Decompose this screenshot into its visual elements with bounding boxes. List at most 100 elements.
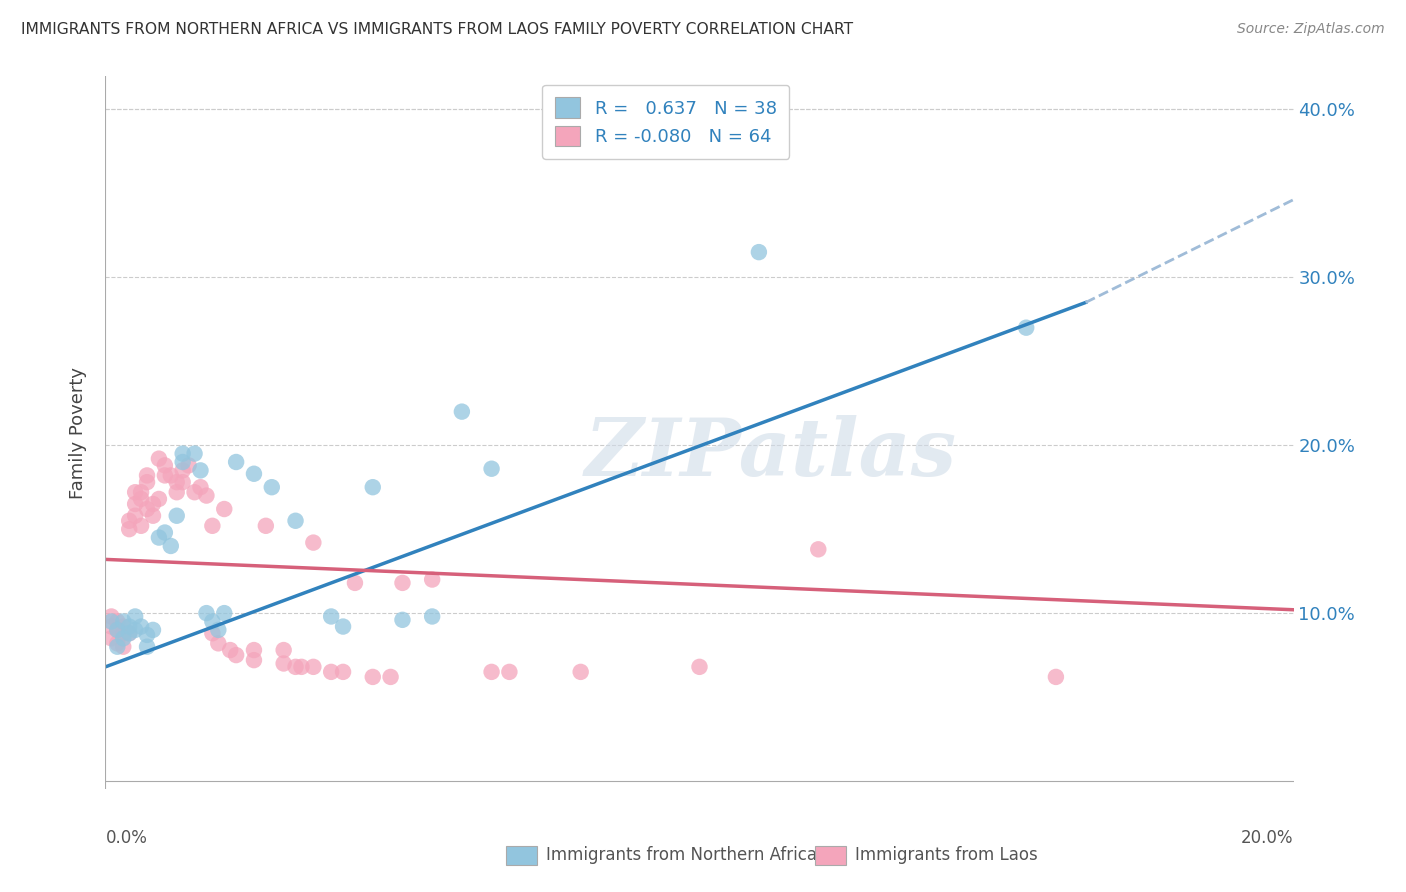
Point [136,475,159,490]
Point [177,458,200,473]
Point [105,640,128,654]
Point [118,619,141,633]
Point [190,480,212,494]
Point [321,609,343,624]
Point [391,575,413,590]
Text: 0.0%: 0.0% [105,829,148,847]
Point [214,606,236,620]
Point [136,628,159,642]
Point [118,522,141,536]
Point [302,535,325,549]
Text: ZIPatlas: ZIPatlas [585,416,957,492]
Point [290,660,312,674]
Point [166,475,188,490]
Point [243,467,266,481]
Point [172,475,194,490]
Point [129,518,152,533]
Point [219,643,242,657]
Point [1045,670,1067,684]
Point [153,458,176,473]
Point [225,455,247,469]
Point [361,480,384,494]
Point [166,485,188,500]
Point [172,447,194,461]
Point [207,623,229,637]
Point [481,461,503,475]
Point [105,636,128,650]
Point [166,508,188,523]
Point [105,615,128,629]
Point [148,451,170,466]
Point [100,632,122,646]
Point [332,619,354,633]
Point [148,491,170,506]
Point [100,609,122,624]
Point [302,660,325,674]
Point [748,245,770,260]
Point [112,632,135,646]
Point [243,653,266,667]
Point [343,575,366,590]
Point [142,497,165,511]
Point [112,619,135,633]
Point [124,609,146,624]
Point [201,518,224,533]
Point [148,531,170,545]
Text: Source: ZipAtlas.com: Source: ZipAtlas.com [1237,22,1385,37]
Y-axis label: Family Poverty: Family Poverty [69,367,87,499]
Point [124,485,146,500]
Point [420,609,443,624]
Point [201,615,224,629]
Point [136,640,159,654]
Point [183,447,205,461]
Point [183,485,205,500]
Point [284,660,307,674]
Point [153,525,176,540]
Point [380,670,402,684]
Point [260,480,283,494]
Point [1015,320,1038,334]
Point [420,573,443,587]
Point [284,514,307,528]
Point [112,640,135,654]
Point [159,468,181,483]
Point [124,497,146,511]
Point [332,665,354,679]
Point [136,502,159,516]
Point [225,648,247,662]
Point [190,463,212,477]
Point [207,636,229,650]
Point [689,660,711,674]
Point [105,623,128,637]
Point [118,514,141,528]
Point [361,670,384,684]
Point [100,615,122,629]
Point [129,491,152,506]
Point [321,665,343,679]
Point [214,502,236,516]
Point [142,623,165,637]
Point [159,539,181,553]
Point [273,643,295,657]
Text: Immigrants from Northern Africa: Immigrants from Northern Africa [546,847,817,864]
Point [273,657,295,671]
Point [124,623,146,637]
Point [195,489,218,503]
Point [569,665,592,679]
Point [118,626,141,640]
Point [254,518,277,533]
Point [105,623,128,637]
Text: 20.0%: 20.0% [1241,829,1294,847]
Point [201,626,224,640]
Text: IMMIGRANTS FROM NORTHERN AFRICA VS IMMIGRANTS FROM LAOS FAMILY POVERTY CORRELATI: IMMIGRANTS FROM NORTHERN AFRICA VS IMMIG… [21,22,853,37]
Point [112,615,135,629]
Point [142,508,165,523]
Point [172,463,194,477]
Point [481,665,503,679]
Point [118,626,141,640]
Point [498,665,520,679]
Point [129,619,152,633]
Point [129,485,152,500]
Point [807,542,830,557]
Text: Immigrants from Laos: Immigrants from Laos [855,847,1038,864]
